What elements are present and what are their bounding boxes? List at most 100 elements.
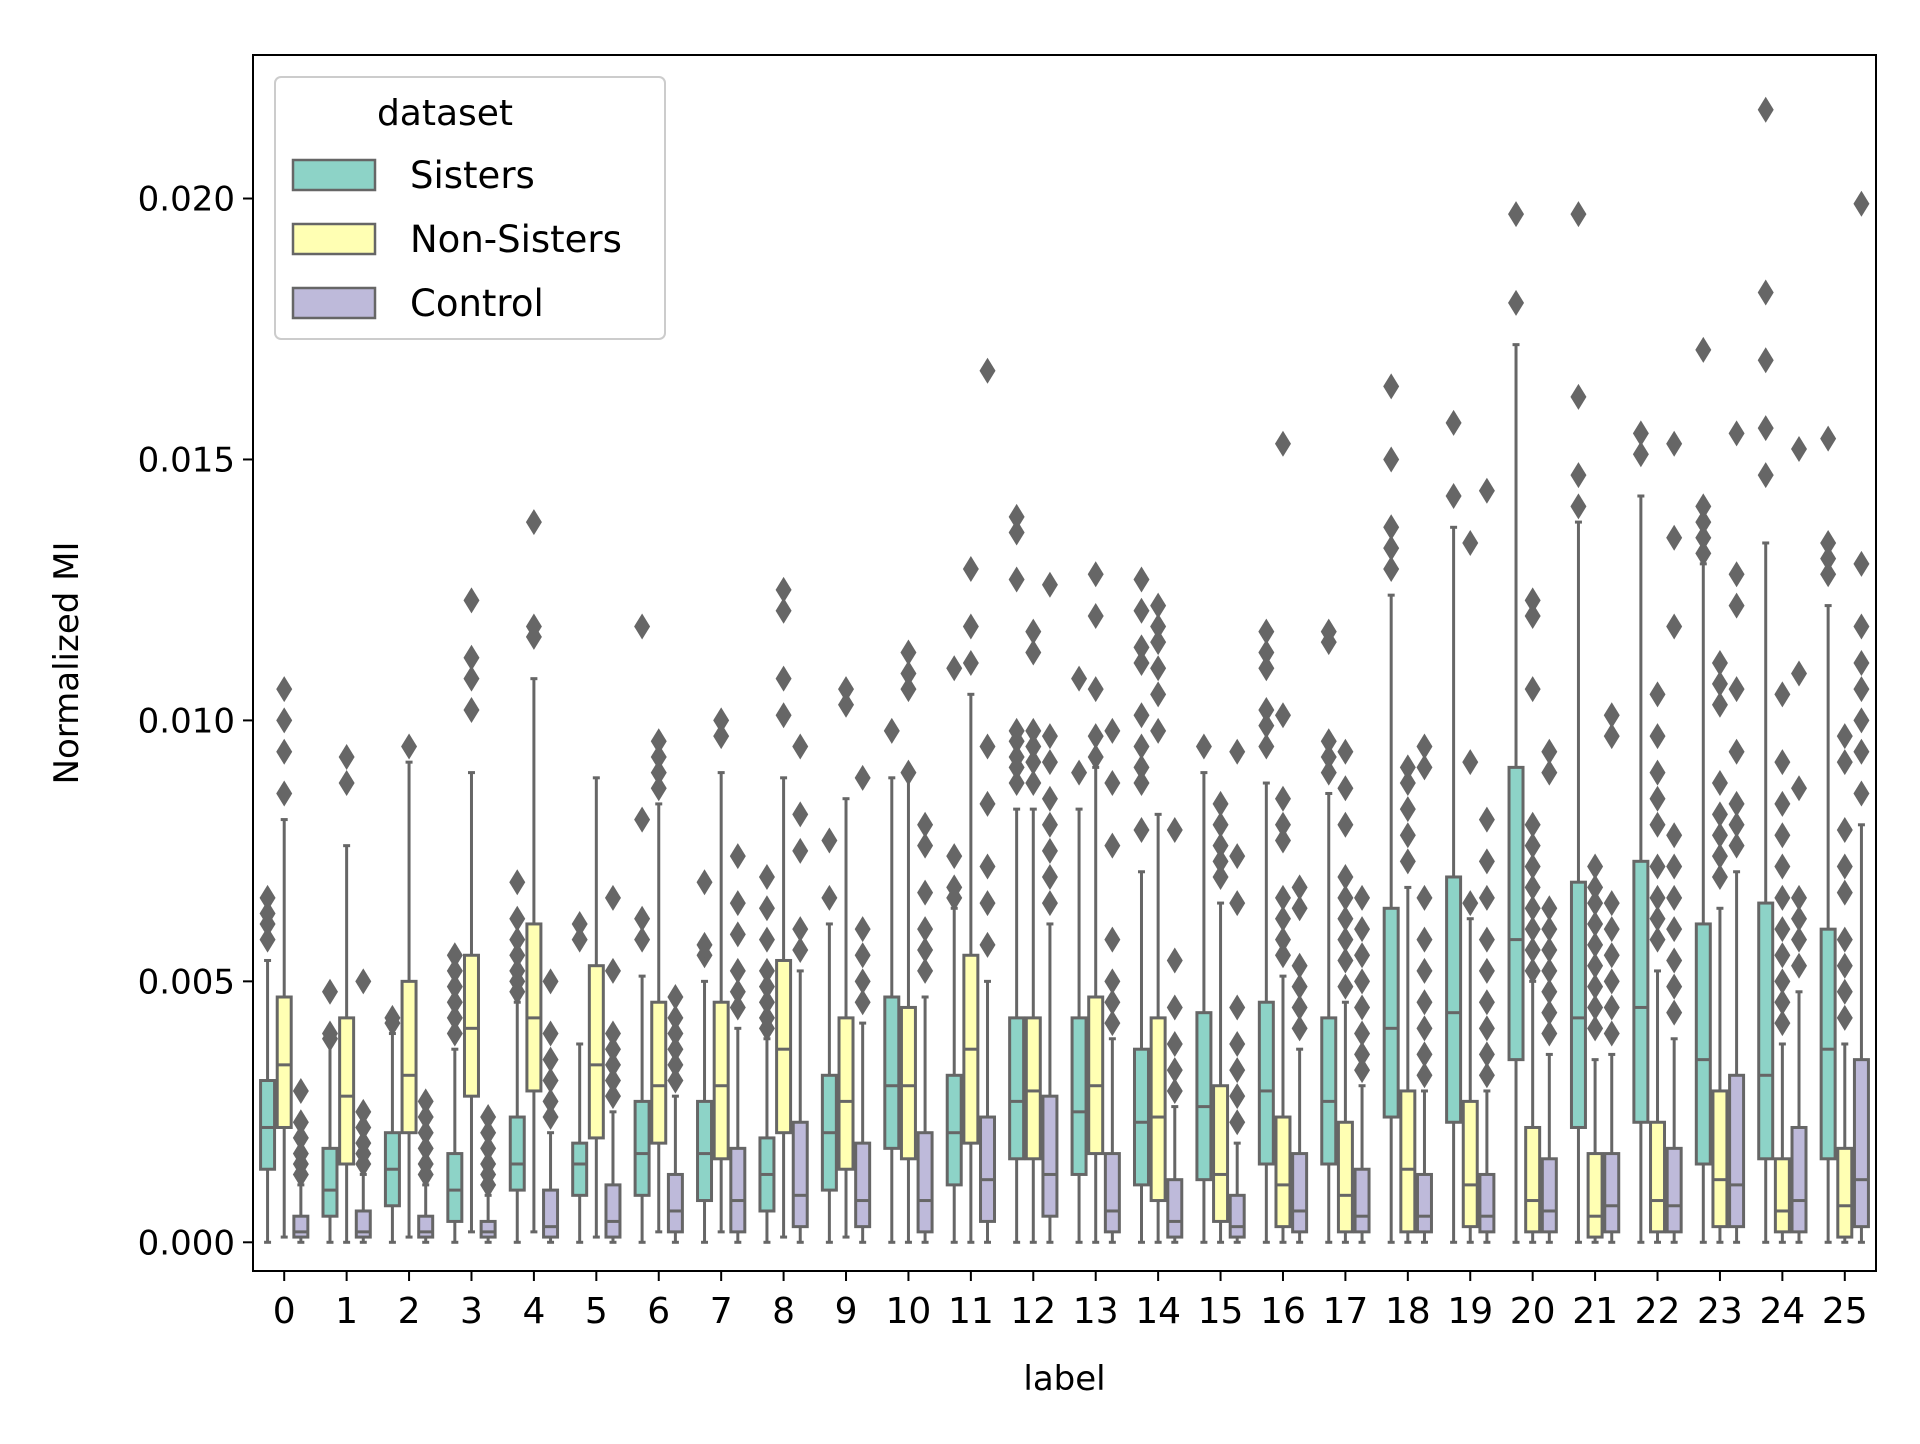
outlier-point [1104, 968, 1121, 995]
outlier-point [854, 989, 871, 1016]
x-tick-label: 15 [1198, 1291, 1244, 1332]
outlier-point [259, 884, 276, 911]
outlier-point [1041, 723, 1058, 750]
outlier-point [696, 869, 713, 896]
box-body [1852, 1058, 1870, 1229]
box-25 [1836, 723, 1854, 1244]
box-body [1132, 1047, 1150, 1187]
outlier-point [1570, 493, 1587, 520]
outlier-point [1416, 1062, 1433, 1089]
box-body [1149, 1016, 1167, 1203]
outlier-point [1791, 884, 1808, 911]
box-0 [259, 884, 277, 1244]
outlier-point [917, 832, 934, 859]
outlier-point [775, 702, 792, 729]
outlier-point [1587, 931, 1604, 958]
outlier-point [463, 665, 480, 692]
x-tick-label: 3 [460, 1291, 483, 1332]
outlier-point [1229, 843, 1246, 870]
outlier-point [1774, 853, 1791, 880]
outlier-point [667, 1036, 684, 1063]
outlier-point [417, 1088, 434, 1115]
outlier-point [667, 1067, 684, 1094]
outlier-point [962, 650, 979, 676]
outlier-point [1320, 728, 1337, 755]
outlier-point [292, 1109, 309, 1136]
outlier-point [775, 597, 792, 624]
outlier-point [446, 973, 463, 1000]
box-body [1757, 901, 1775, 1161]
outlier-point [542, 1104, 559, 1131]
outlier-point [854, 916, 871, 943]
outlier-point [1041, 811, 1058, 838]
box-body [604, 1183, 622, 1239]
box-body [1665, 1146, 1683, 1234]
x-tick-label: 21 [1572, 1291, 1618, 1332]
outlier-point [1337, 926, 1354, 953]
outlier-point [1649, 681, 1666, 708]
box-body [1461, 1099, 1479, 1229]
outlier-point [1711, 691, 1728, 718]
outlier-point [946, 843, 963, 870]
outlier-point [1836, 723, 1853, 750]
outlier-point [1570, 201, 1587, 228]
box-0 [292, 1077, 310, 1244]
outlier-point [1541, 895, 1558, 922]
series-sisters [259, 96, 1837, 1244]
outlier-point [1274, 785, 1291, 812]
box-body [1041, 1094, 1059, 1218]
outlier-point [713, 707, 730, 734]
outlier-point [1383, 373, 1400, 400]
outlier-point [1354, 884, 1371, 911]
outlier-point [1587, 910, 1604, 937]
outlier-point [1728, 420, 1745, 447]
box-body [1070, 1016, 1088, 1176]
outlier-point [1383, 535, 1400, 562]
outlier-point [979, 931, 996, 958]
box-10 [916, 811, 934, 1244]
box-body [259, 1079, 277, 1171]
outlier-point [1291, 973, 1308, 1000]
outlier-point [1087, 561, 1104, 588]
outlier-point [1133, 817, 1150, 844]
outlier-point [838, 676, 855, 703]
outlier-point [1150, 613, 1167, 640]
box-body [542, 1188, 560, 1239]
box-21 [1586, 853, 1604, 1244]
outlier-point [821, 884, 838, 911]
outlier-point [1008, 519, 1025, 546]
outlier-point [650, 728, 667, 755]
outlier-point [1820, 545, 1837, 572]
box-17 [1320, 618, 1338, 1244]
outlier-point [1836, 749, 1853, 776]
outlier-point [1166, 1077, 1183, 1104]
outlier-point [1695, 540, 1712, 567]
outlier-point [1711, 863, 1728, 890]
box-15 [1195, 733, 1213, 1244]
outlier-point [292, 1077, 309, 1104]
outlier-point [854, 942, 871, 969]
outlier-point [1853, 780, 1870, 807]
outlier-point [1666, 853, 1683, 880]
outlier-point [542, 968, 559, 995]
box-body [338, 1016, 356, 1166]
box-body [1382, 906, 1400, 1119]
outlier-point [1603, 723, 1620, 750]
box-18 [1382, 373, 1400, 1244]
outlier-point [1025, 749, 1042, 776]
x-tick-label: 7 [710, 1291, 733, 1332]
outlier-point [1666, 884, 1683, 911]
outlier-point [1104, 926, 1121, 953]
box-body [1008, 1016, 1026, 1161]
outlier-point [417, 1135, 434, 1162]
box-body [1399, 1089, 1417, 1234]
outlier-point [355, 1130, 372, 1157]
outlier-point [1133, 566, 1150, 593]
outlier-point [338, 770, 355, 797]
outlier-point [1258, 696, 1275, 723]
outlier-point [1274, 827, 1291, 854]
outlier-point [1853, 650, 1870, 676]
outlier-point [1291, 952, 1308, 979]
x-tick-label: 4 [522, 1291, 545, 1332]
outlier-point [1445, 409, 1462, 436]
